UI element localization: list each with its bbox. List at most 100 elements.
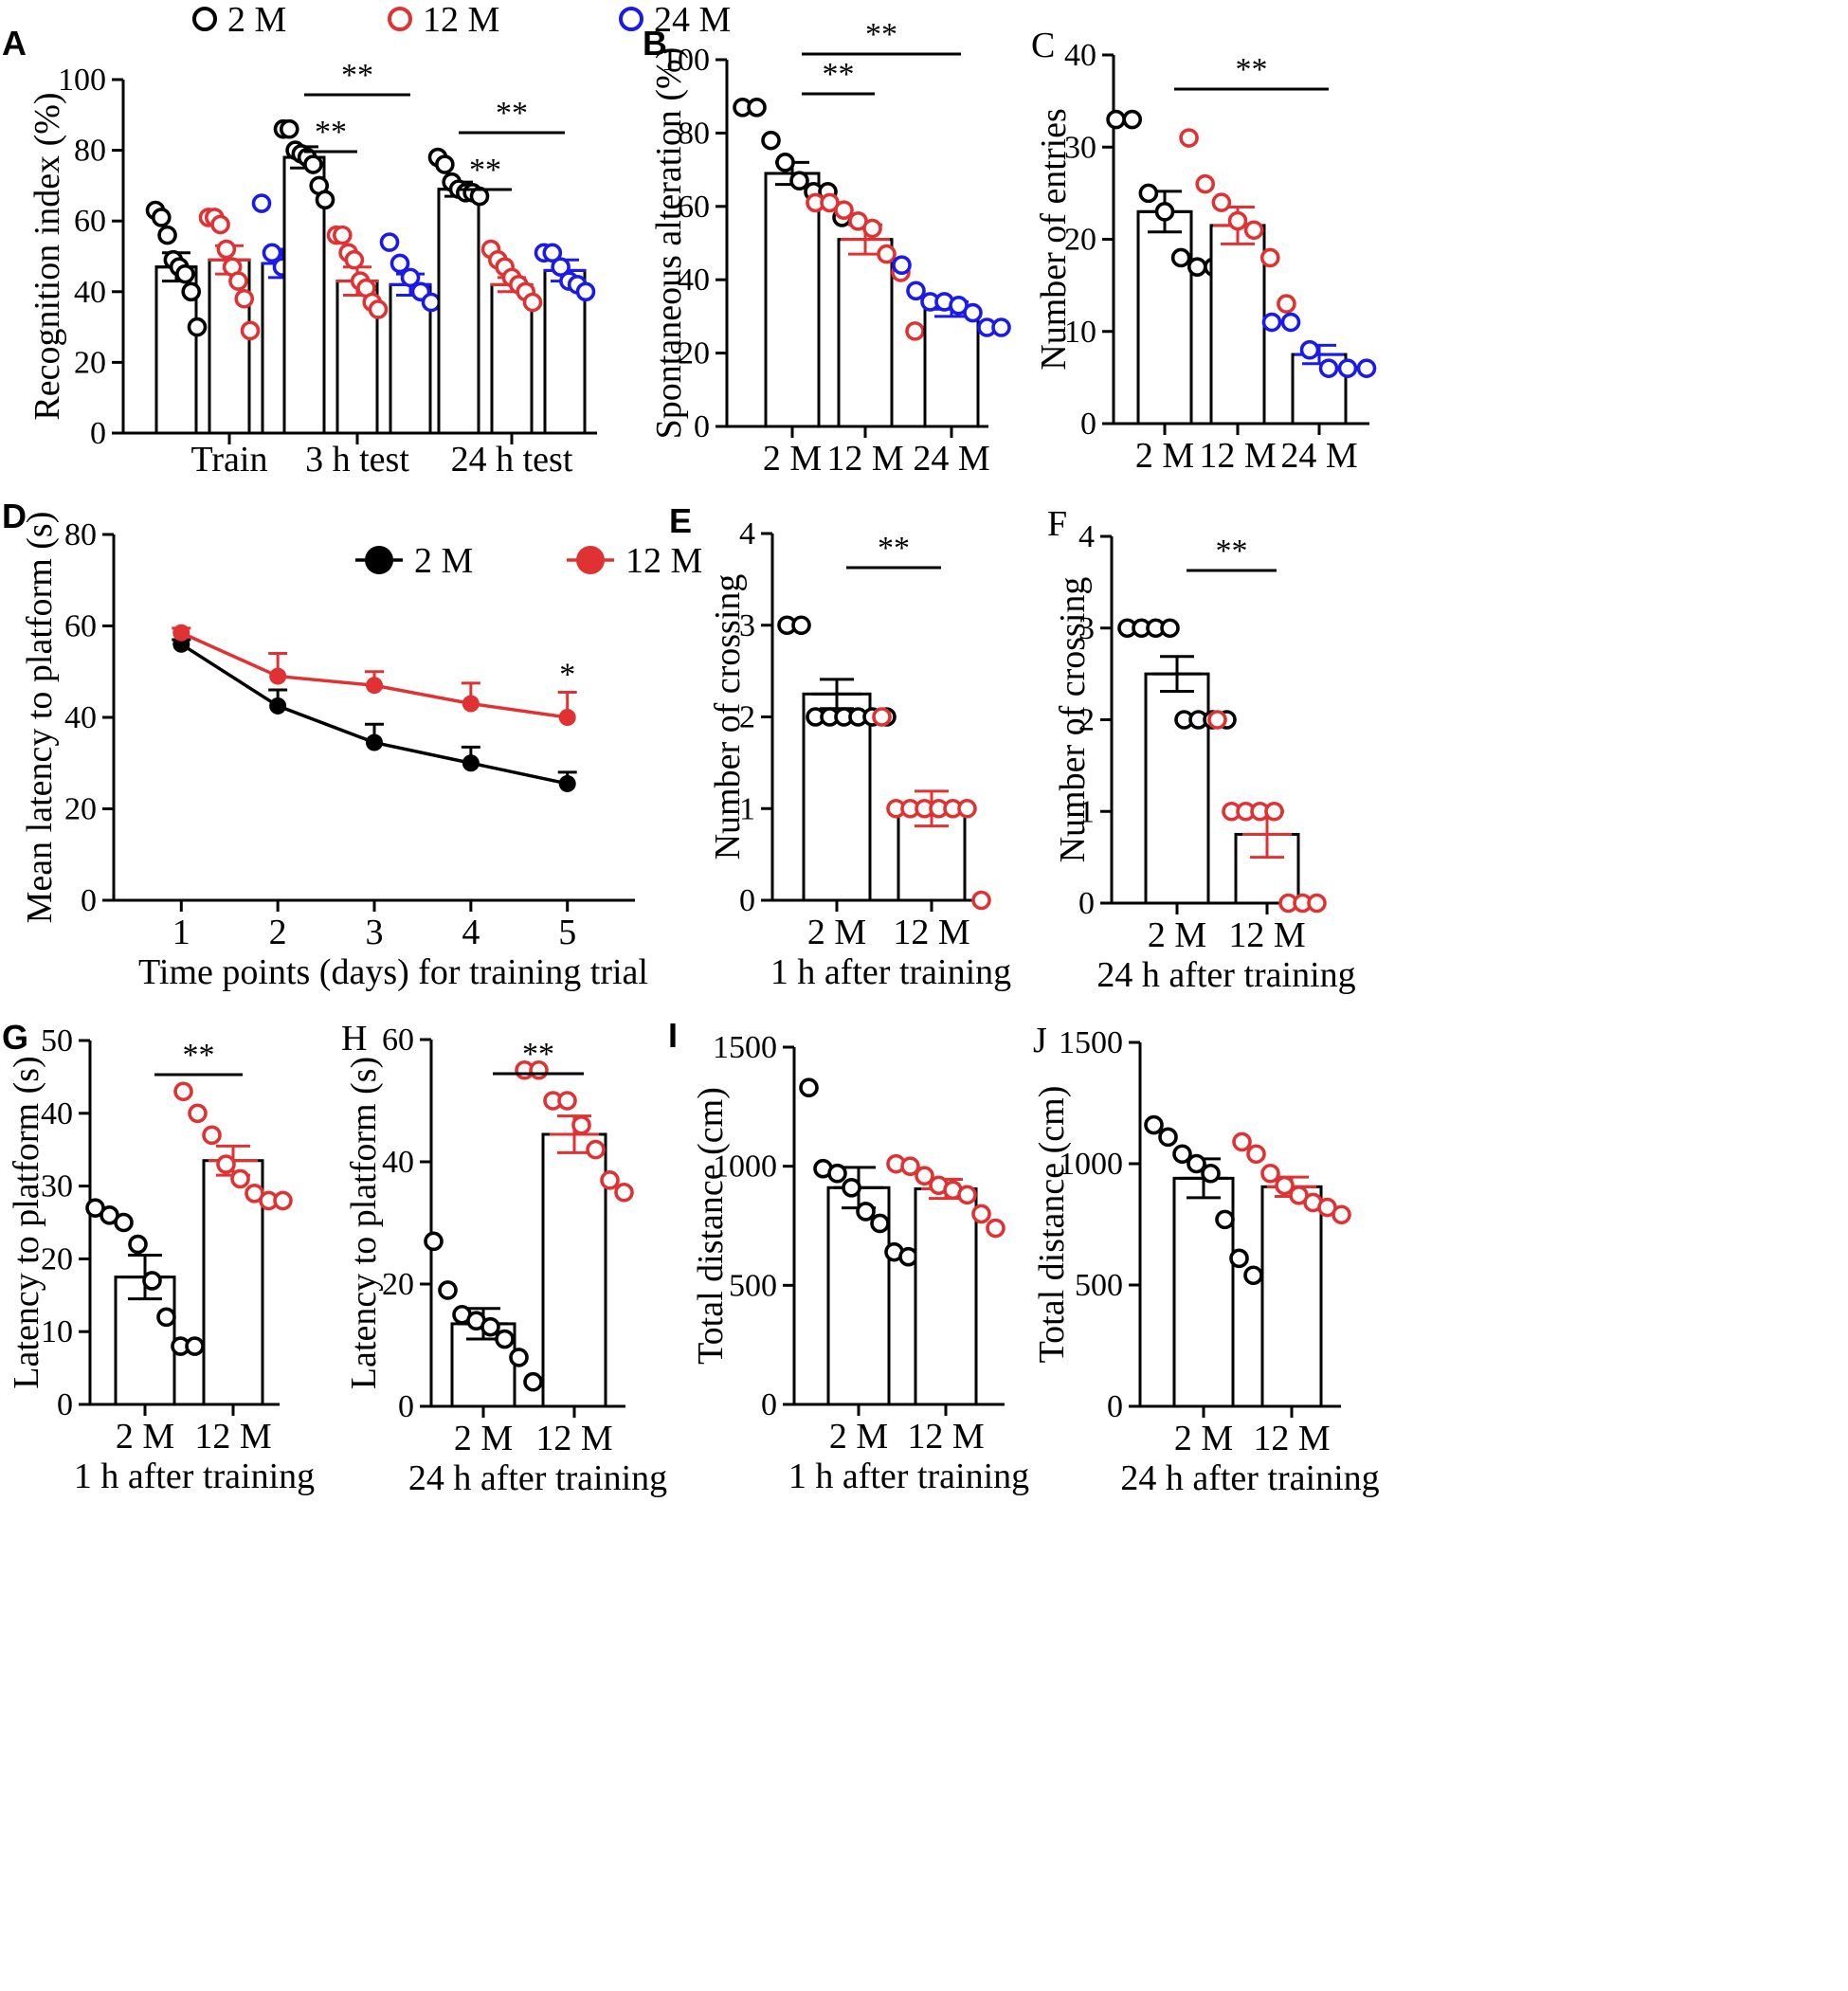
x-tick-label: 2 M <box>763 439 822 479</box>
data-point <box>151 208 172 227</box>
significance-label: ** <box>469 153 501 188</box>
x-tick-label: 4 <box>462 913 480 952</box>
y-tick-label: 80 <box>74 134 106 169</box>
y-tick-label: 0 <box>398 1389 414 1424</box>
y-tick-label: 20 <box>382 1267 414 1302</box>
data-point <box>1201 1163 1221 1184</box>
data-point <box>1227 210 1248 231</box>
data-point <box>1215 1209 1235 1230</box>
x-tick-label: 24 M <box>913 439 989 479</box>
y-tick-label: 1 <box>739 791 755 826</box>
y-tick-label: 40 <box>382 1145 414 1180</box>
data-point <box>1243 220 1264 241</box>
series-marker <box>462 754 480 772</box>
x-tick-label: 2 <box>269 913 287 952</box>
y-tick-label: 2 <box>739 700 755 735</box>
legend-marker-12m <box>388 7 412 31</box>
x-tick-label: 12 M <box>535 1419 612 1458</box>
data-point <box>188 1103 208 1124</box>
y-tick-label: 500 <box>729 1268 777 1303</box>
data-point <box>175 263 195 284</box>
y-tick-label: 500 <box>1075 1268 1123 1303</box>
y-tick-label: 50 <box>41 1023 73 1059</box>
x-tick-label: 2 M <box>1148 915 1206 955</box>
x-tick-label: 2 M <box>116 1417 174 1457</box>
data-point <box>1299 339 1320 360</box>
data-point <box>509 1348 529 1367</box>
x-tick-label: 12 M <box>907 1417 984 1457</box>
significance-label: ** <box>183 1038 215 1073</box>
data-point <box>1232 1131 1252 1152</box>
data-point <box>251 193 272 213</box>
legend-label: 2 M <box>414 541 473 581</box>
bar <box>914 1187 978 1406</box>
bar <box>1136 209 1193 425</box>
data-point <box>971 890 991 911</box>
data-point <box>957 1185 977 1205</box>
x-tick-label: 2 M <box>829 1417 888 1457</box>
y-axis-title: Latency to platform (s) <box>7 1056 46 1388</box>
data-point <box>1275 1175 1295 1196</box>
legend-d: 2 M 12 M <box>355 541 702 581</box>
y-tick-label: 0 <box>761 1387 777 1422</box>
panel-letter: A <box>2 24 27 63</box>
y-tick-label: 60 <box>678 190 710 225</box>
legend-item-2m: 2 M <box>192 0 286 40</box>
data-point <box>1318 358 1339 378</box>
data-point <box>834 200 854 220</box>
y-tick-label: 20 <box>64 792 97 827</box>
y-tick-label: 40 <box>64 700 97 735</box>
y-tick-label: 40 <box>41 1096 73 1131</box>
y-tick-label: 0 <box>1107 1389 1123 1424</box>
legend-marker-24m <box>619 7 643 31</box>
data-point <box>1332 1204 1351 1225</box>
data-point <box>228 271 248 291</box>
data-point <box>614 1182 634 1203</box>
series-marker <box>462 695 480 713</box>
data-point <box>390 253 410 274</box>
data-point <box>181 281 202 302</box>
panel-letter: J <box>1033 1021 1047 1060</box>
data-point <box>586 1139 606 1160</box>
y-tick-label: 0 <box>81 883 97 918</box>
bar <box>335 280 379 435</box>
x-tick-label: 12 M <box>1253 1419 1330 1458</box>
y-tick-label: 10 <box>1064 315 1096 350</box>
legend-label: 12 M <box>625 541 702 581</box>
x-tick-label: 24 h test <box>451 440 573 480</box>
significance-label: ** <box>1236 52 1268 87</box>
y-tick-label: 60 <box>64 609 97 644</box>
y-tick-label: 40 <box>678 262 710 298</box>
y-tick-label: 30 <box>1064 130 1096 165</box>
y-tick-label: 100 <box>58 63 106 98</box>
y-tick-label: 3 <box>1078 611 1095 646</box>
legend-marker-2m <box>192 7 217 31</box>
series-marker <box>172 624 190 642</box>
data-point <box>600 1170 620 1190</box>
data-point <box>495 1329 515 1349</box>
data-point <box>240 320 261 341</box>
data-point <box>1207 710 1227 730</box>
panel-letter: C <box>1031 26 1055 65</box>
data-point <box>1307 893 1327 914</box>
data-point <box>870 1213 890 1234</box>
significance-label: ** <box>1216 534 1248 569</box>
data-point <box>906 281 926 301</box>
panel-e: 0 1 2 3 4 Number of crossing E 2 M 12 M1 h after… <box>669 501 1011 992</box>
y-tick-label: 3 <box>739 608 755 643</box>
data-point <box>1158 1127 1178 1148</box>
data-point <box>791 615 811 636</box>
legend-item-12m: 12 M <box>388 0 499 40</box>
data-point <box>262 243 282 263</box>
data-point <box>1187 1153 1206 1174</box>
y-tick-label: 0 <box>1078 886 1095 921</box>
data-point <box>279 118 299 139</box>
data-point <box>542 243 563 263</box>
y-tick-label: 20 <box>1064 223 1096 258</box>
data-point <box>799 1077 819 1098</box>
data-point <box>142 1271 162 1291</box>
